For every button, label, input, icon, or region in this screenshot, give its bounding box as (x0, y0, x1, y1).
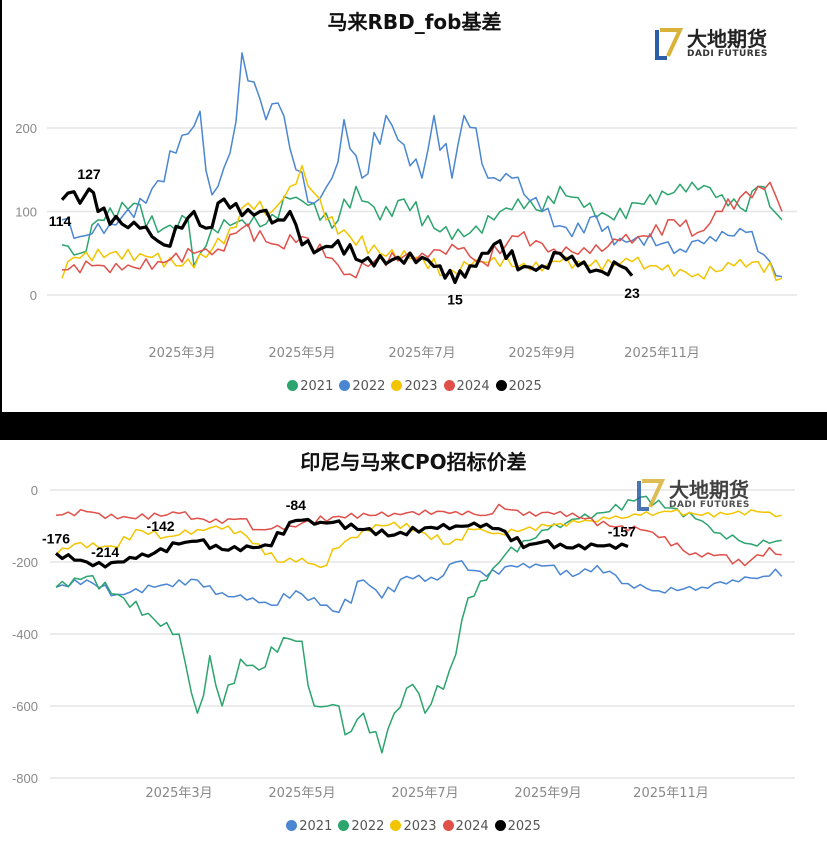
y-tick-label: 100 (15, 205, 37, 220)
legend-label: 2024 (455, 819, 489, 834)
legend-item-2022[interactable]: 2022 (339, 379, 385, 394)
x-tick-label: 2025年3月 (145, 786, 212, 801)
legend-label: 2023 (403, 819, 437, 834)
legend-label: 2025 (507, 819, 541, 834)
x-tick-label: 2025年5月 (268, 786, 335, 801)
legend-item-2025[interactable]: 2025 (495, 379, 542, 394)
legend-dot-icon (442, 820, 454, 831)
series-line-2025 (60, 187, 634, 285)
y-tick-label: -800 (12, 771, 38, 786)
legend-label: 2021 (300, 379, 334, 394)
y-tick-label: 0 (30, 288, 37, 303)
legend-label: 2025 (508, 379, 542, 394)
y-tick-label: -400 (12, 627, 38, 642)
legend: 2021 2022 2023 2024 2025 (2, 379, 827, 394)
series-line-2024 (61, 181, 783, 279)
logo-text-cn: 大地期货 (687, 27, 767, 51)
y-tick-label: 0 (31, 483, 38, 498)
data-label: 15 (447, 291, 463, 307)
chart-plot: 0 100 200 2025年3月 2025年5月 2025年7月 2025年9月 2025年… (15, 52, 797, 361)
legend-dot-icon (286, 820, 298, 831)
legend-label: 2021 (299, 819, 333, 834)
logo-text-en: DADI FUTURES (669, 500, 750, 510)
data-label: 127 (77, 166, 101, 182)
chart-title: 印尼与马来CPO招标价差 (300, 450, 527, 474)
series-line-2025 (54, 517, 629, 569)
legend-item-2024[interactable]: 2024 (442, 819, 489, 834)
data-label: -84 (286, 497, 306, 513)
logo-text-cn: 大地期货 (669, 478, 749, 502)
data-label: 114 (49, 213, 72, 229)
x-tick-label: 2025年9月 (514, 786, 581, 801)
legend-dot-icon (338, 820, 350, 831)
logo: 大地期货 DADI FUTURES (636, 478, 750, 512)
x-tick-label: 2025年5月 (268, 346, 335, 361)
logo: 大地期货 DADI FUTURES (654, 27, 768, 61)
y-tick-label: -200 (12, 555, 38, 570)
legend-label: 2022 (351, 819, 385, 834)
x-tick-label: 2025年7月 (388, 346, 455, 361)
chart-panel-rbd-fob-basis: 马来RBD_fob基差 0 100 200 2025年3月 2025年5月 2025年7月… (0, 0, 827, 412)
legend-dot-icon (287, 380, 299, 391)
y-tick-label: -600 (12, 699, 38, 714)
chart-panel-cpo-tender-spread: 印尼与马来CPO招标价差 0 -200 -400 -600 -800 2025年3月 202… (0, 440, 827, 853)
legend-dot-icon (390, 820, 402, 831)
legend-item-2021[interactable]: 2021 (286, 819, 332, 834)
chart-title: 马来RBD_fob基差 (327, 10, 502, 34)
data-label: -176 (42, 530, 70, 546)
legend-dot-icon (443, 380, 455, 391)
x-tick-label: 2025年9月 (508, 346, 575, 361)
legend: 2021 2022 2023 2024 2025 (0, 819, 827, 834)
x-tick-label: 2025年3月 (148, 346, 215, 361)
y-tick-label: 200 (15, 121, 37, 136)
legend-label: 2023 (404, 379, 438, 394)
legend-dot-icon (495, 380, 507, 391)
series-line-2024 (55, 503, 782, 567)
chart-plot: 0 -200 -400 -600 -800 2025年3月 2025年5月 2025年7月 20… (12, 483, 795, 801)
legend-item-2022[interactable]: 2022 (338, 819, 384, 834)
legend-item-2023[interactable]: 2023 (391, 379, 438, 394)
legend-dot-icon (391, 380, 403, 391)
legend-dot-icon (339, 380, 351, 391)
series-line-2021 (55, 560, 783, 614)
data-label: -214 (91, 544, 119, 560)
logo-mark-icon (655, 28, 684, 60)
data-label: -157 (608, 524, 636, 540)
legend-item-2025[interactable]: 2025 (494, 819, 541, 834)
legend-label: 2022 (352, 379, 386, 394)
series-line-2022 (55, 495, 782, 754)
data-label: -142 (147, 518, 175, 534)
legend-dot-icon (494, 820, 506, 831)
legend-item-2024[interactable]: 2024 (443, 379, 490, 394)
x-tick-label: 2025年11月 (633, 786, 709, 801)
x-tick-label: 2025年7月 (391, 786, 458, 801)
series-line-2022 (61, 52, 783, 278)
logo-mark-icon (637, 479, 666, 511)
series-line-2021 (61, 181, 783, 267)
data-label: 23 (624, 285, 640, 301)
legend-item-2023[interactable]: 2023 (390, 819, 437, 834)
legend-item-2021[interactable]: 2021 (287, 379, 333, 394)
legend-label: 2024 (456, 379, 490, 394)
logo-text-en: DADI FUTURES (687, 49, 768, 59)
x-tick-label: 2025年11月 (624, 346, 700, 361)
